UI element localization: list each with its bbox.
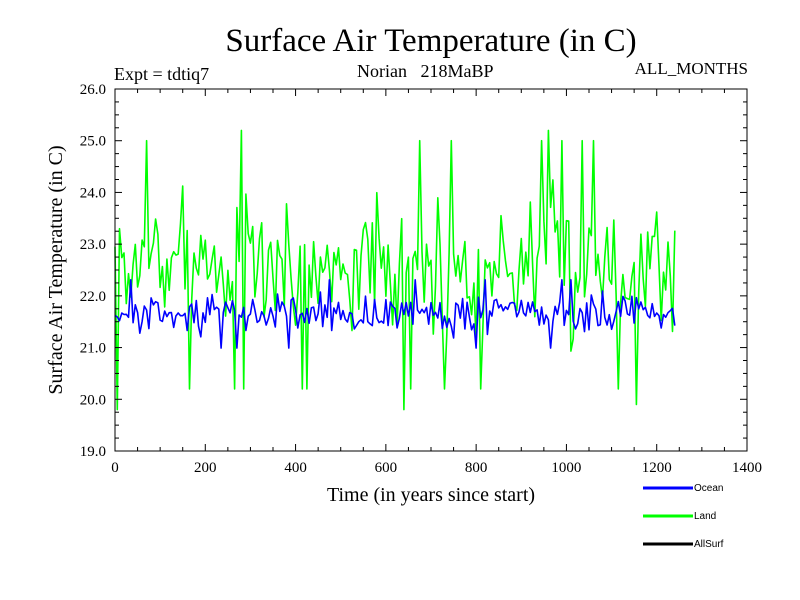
x-tick-label: 800 (465, 460, 488, 476)
y-tick-label: 22.0 (80, 289, 106, 305)
legend-label-allsurf: AllSurf (694, 539, 724, 550)
experiment-label: Expt = tdtiq7 (114, 64, 209, 84)
legend: Ocean Land AllSurf (643, 483, 724, 550)
plot-series (114, 129, 676, 411)
y-tick-label: 25.0 (80, 134, 106, 150)
y-tick-label: 24.0 (80, 185, 106, 201)
y-tick-label: 19.0 (80, 444, 106, 460)
legend-label-ocean: Ocean (694, 483, 723, 494)
chart-title: Surface Air Temperature (in C) (225, 23, 636, 59)
y-tick-labels: 19.0 20.0 21.0 22.0 23.0 24.0 25.0 26.0 (80, 82, 106, 460)
series-line-ocean (114, 279, 676, 349)
legend-label-land: Land (694, 511, 716, 522)
y-axis-label: Surface Air Temperature (in C) (45, 145, 67, 394)
x-axis-label: Time (in years since start) (327, 484, 535, 506)
x-tick-labels: 0 200 400 600 800 1000 1200 1400 (111, 460, 762, 476)
y-tick-label: 26.0 (80, 82, 106, 98)
x-tick-label: 200 (194, 460, 217, 476)
months-label: ALL_MONTHS (635, 59, 748, 78)
series-line-land (114, 129, 676, 411)
axis-ticks (114, 88, 748, 452)
y-tick-label: 23.0 (80, 237, 106, 253)
x-tick-label: 1400 (732, 460, 762, 476)
x-tick-label: 400 (284, 460, 307, 476)
y-tick-label: 20.0 (80, 392, 106, 408)
x-tick-label: 1200 (642, 460, 672, 476)
x-tick-label: 0 (111, 460, 119, 476)
period-subtitle: Norian 218MaBP (357, 61, 494, 81)
x-tick-label: 1000 (551, 460, 581, 476)
x-tick-label: 600 (375, 460, 398, 476)
y-tick-label: 21.0 (80, 341, 106, 357)
